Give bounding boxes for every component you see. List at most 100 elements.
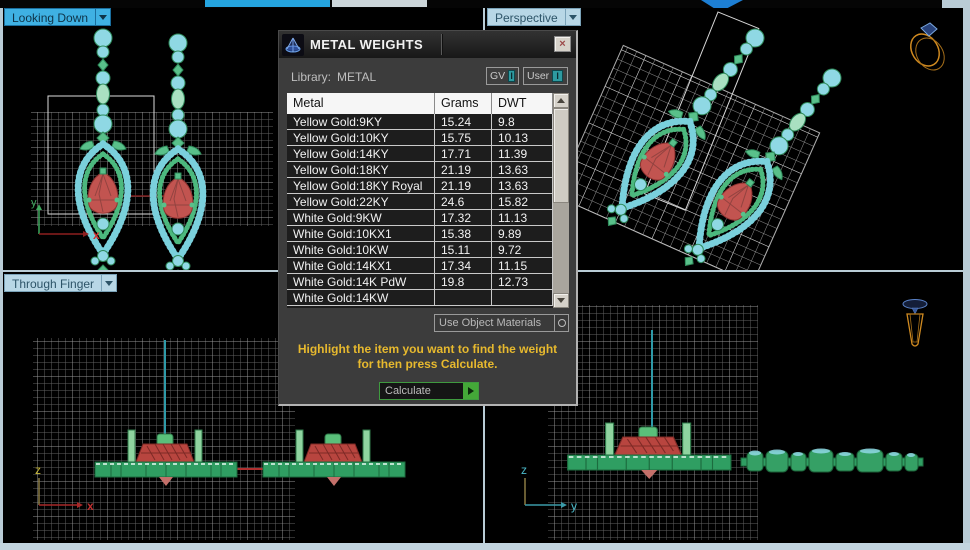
cell-metal: Yellow Gold:14KY: [287, 146, 435, 161]
close-icon[interactable]: ×: [554, 36, 571, 52]
cell-dwt: 9.8: [492, 114, 553, 129]
materials-dropdown-value: Use Object Materials: [439, 317, 542, 329]
chevron-down-icon[interactable]: [95, 9, 110, 25]
metal-table-row[interactable]: White Gold:14KW: [287, 290, 553, 306]
metal-table-row[interactable]: Yellow Gold:9KY 15.24 9.8: [287, 114, 553, 130]
axis-indicator: y x: [31, 197, 100, 242]
metal-table-row[interactable]: Yellow Gold:10KY 15.75 10.13: [287, 130, 553, 146]
cell-grams: [435, 290, 492, 305]
cell-dwt: 11.39: [492, 146, 553, 161]
cell-grams: 19.8: [435, 274, 492, 289]
axis-label-y: y: [31, 197, 37, 209]
cell-dwt: 9.89: [492, 226, 553, 241]
library-value: METAL: [337, 70, 377, 84]
dropdown-knob-icon[interactable]: [554, 315, 568, 331]
ring-view-gizmo-icon: [910, 22, 945, 71]
instruction-text: Highlight the item you want to find the …: [279, 342, 576, 372]
metal-weights-dialog: METAL WEIGHTS × Library: METAL GV I User …: [278, 30, 578, 406]
cell-dwt: 13.63: [492, 162, 553, 177]
cell-metal: White Gold:14KW: [287, 290, 435, 305]
axis-label-z: z: [35, 463, 41, 477]
metal-table-row[interactable]: White Gold:14KX1 17.34 11.15: [287, 258, 553, 274]
chain-side: [740, 448, 924, 473]
axis-indicator: z y: [521, 463, 577, 513]
cell-grams: 24.6: [435, 194, 492, 209]
cell-metal: White Gold:14K PdW: [287, 274, 435, 289]
gv-toggle-state[interactable]: I: [508, 70, 515, 82]
scrollbar-thumb[interactable]: [553, 108, 569, 203]
metal-weights-table: Metal Grams DWT Yellow Gold:9KY 15.24 9.…: [287, 93, 569, 308]
cell-metal: White Gold:14KX1: [287, 258, 435, 273]
cell-grams: 15.75: [435, 130, 492, 145]
cell-grams: 15.24: [435, 114, 492, 129]
cell-metal: White Gold:10KW: [287, 242, 435, 257]
chevron-down-icon[interactable]: [564, 9, 580, 25]
finger-view-gizmo-icon: [902, 299, 928, 347]
user-label: User: [527, 70, 550, 82]
frame-edge-bottom: [0, 543, 970, 550]
tab-looking-down-label: Looking Down: [12, 10, 89, 25]
cell-grams: 21.19: [435, 178, 492, 193]
dialog-titlebar[interactable]: METAL WEIGHTS: [279, 31, 576, 58]
cell-dwt: 9.72: [492, 242, 553, 257]
axis-label-x: x: [87, 499, 94, 513]
metal-table-row[interactable]: White Gold:10KX1 15.38 9.89: [287, 226, 553, 242]
play-icon: [463, 383, 478, 399]
metal-table-row[interactable]: Yellow Gold:18KY Royal 21.19 13.63: [287, 178, 553, 194]
cell-metal: Yellow Gold:10KY: [287, 130, 435, 145]
gv-toggle-button[interactable]: GV I: [486, 67, 519, 85]
cell-metal: Yellow Gold:9KY: [287, 114, 435, 129]
tab-looking-down[interactable]: Looking Down: [4, 8, 112, 26]
user-toggle-button[interactable]: User I: [523, 67, 568, 85]
tab-perspective[interactable]: Perspective: [487, 8, 581, 26]
cell-metal: Yellow Gold:18KY: [287, 162, 435, 177]
frame-edge-left: [0, 8, 3, 543]
calculate-button-label: Calculate: [385, 385, 431, 397]
header-grams: Grams: [435, 93, 492, 114]
tab-through-finger[interactable]: Through Finger: [4, 274, 118, 292]
cell-dwt: 11.13: [492, 210, 553, 225]
cell-grams: 21.19: [435, 162, 492, 177]
metal-table-body: Yellow Gold:9KY 15.24 9.8 Yellow Gold:10…: [287, 114, 553, 308]
metal-table-row[interactable]: White Gold:10KW 15.11 9.72: [287, 242, 553, 258]
cell-dwt: [492, 290, 553, 305]
earring-front-right: [153, 34, 203, 270]
axis-indicator: z x: [35, 463, 94, 513]
axis-label-z: z: [521, 463, 527, 477]
metal-table-row[interactable]: Yellow Gold:18KY 21.19 13.63: [287, 162, 553, 178]
cell-grams: 17.32: [435, 210, 492, 225]
metal-table-row[interactable]: White Gold:14K PdW 19.8 12.73: [287, 274, 553, 290]
viewport-side[interactable]: z y: [485, 272, 963, 543]
cell-grams: 15.38: [435, 226, 492, 241]
axis-label-x: x: [93, 228, 100, 242]
scroll-up-button[interactable]: [553, 93, 569, 108]
library-label: Library: METAL: [291, 70, 377, 84]
metal-table-row[interactable]: Yellow Gold:14KY 17.71 11.39: [287, 146, 553, 162]
materials-dropdown[interactable]: Use Object Materials: [434, 314, 569, 332]
scroll-down-button[interactable]: [553, 293, 569, 308]
cone-3d-icon: [282, 33, 304, 56]
table-header-row: Metal Grams DWT: [287, 93, 553, 114]
cell-metal: White Gold:10KX1: [287, 226, 435, 241]
selection-rectangle: [643, 11, 760, 211]
viewport-through-finger[interactable]: z x: [3, 272, 483, 543]
cell-dwt: 12.73: [492, 274, 553, 289]
axis-label-y: y: [571, 499, 577, 513]
top-chrome-blue-strip: [205, 0, 330, 7]
cell-dwt: 13.63: [492, 178, 553, 193]
chevron-down-icon[interactable]: [101, 275, 116, 291]
metal-table-row[interactable]: White Gold:9KW 17.32 11.13: [287, 210, 553, 226]
tab-through-finger-label: Through Finger: [12, 276, 95, 291]
viewport-perspective[interactable]: [485, 8, 963, 270]
cell-dwt: 11.15: [492, 258, 553, 273]
calculate-button[interactable]: Calculate: [379, 382, 479, 400]
cell-metal: White Gold:9KW: [287, 210, 435, 225]
cell-grams: 17.71: [435, 146, 492, 161]
metal-table-row[interactable]: Yellow Gold:22KY 24.6 15.82: [287, 194, 553, 210]
table-scrollbar[interactable]: [553, 93, 569, 308]
user-toggle-state[interactable]: I: [552, 70, 564, 82]
cell-metal: Yellow Gold:18KY Royal: [287, 178, 435, 193]
cell-metal: Yellow Gold:22KY: [287, 194, 435, 209]
cell-dwt: 10.13: [492, 130, 553, 145]
